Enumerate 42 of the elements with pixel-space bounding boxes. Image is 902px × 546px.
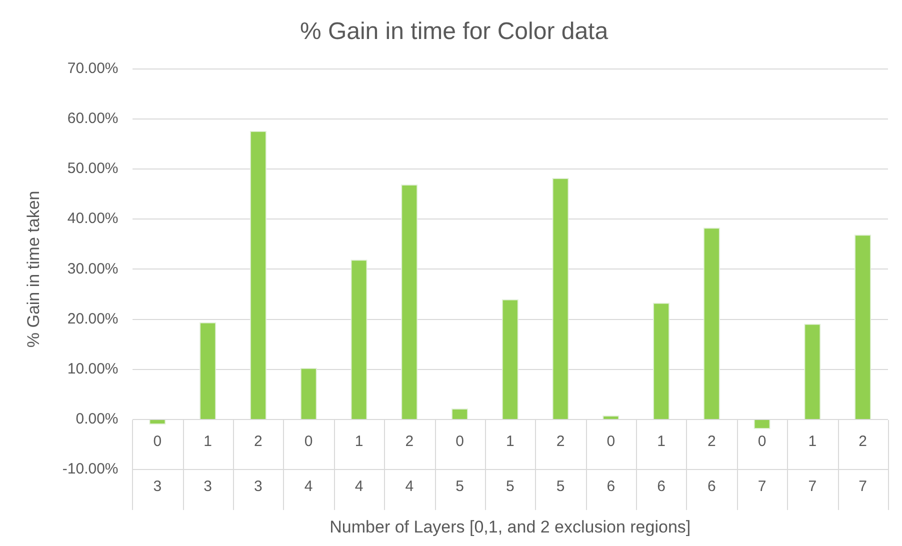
category-label: 1 [354, 433, 364, 450]
chart-title: % Gain in time for Color data [300, 18, 609, 46]
category-label: 5 [506, 478, 514, 496]
category-label: 4 [354, 478, 364, 496]
y-tick-label: 40.00% [67, 210, 118, 228]
category-label: 0 [606, 433, 616, 450]
category-label: 2 [707, 433, 716, 450]
category-label: 7 [758, 478, 766, 496]
category-label: 0 [456, 433, 464, 450]
category-label: 0 [153, 433, 162, 450]
category-label: 2 [405, 433, 414, 450]
category-label: 1 [506, 433, 514, 450]
category-label: 0 [758, 433, 766, 450]
category-label: 5 [556, 478, 565, 496]
category-label: 1 [657, 433, 666, 450]
category-label: 6 [707, 478, 716, 496]
y-tick-label: 60.00% [67, 110, 118, 128]
y-tick-label: 20.00% [67, 310, 118, 328]
category-label: 3 [254, 478, 262, 496]
category-label: 7 [808, 478, 817, 496]
category-label: 4 [304, 478, 313, 496]
category-label: 5 [456, 478, 464, 496]
category-label: 6 [657, 478, 666, 496]
category-label: 2 [254, 433, 262, 450]
category-label: 4 [405, 478, 414, 496]
y-tick-label: 0.00% [76, 410, 118, 428]
category-label: 2 [556, 433, 565, 450]
y-tick-label: 10.00% [67, 360, 118, 378]
x-axis-title: Number of Layers [0,1, and 2 exclusion regions] [330, 517, 691, 536]
category-label: 1 [204, 433, 212, 450]
category-label: 0 [304, 433, 313, 450]
y-tick-label: 70.00% [67, 60, 118, 77]
y-tick-label: 30.00% [67, 260, 118, 278]
y-tick-label: 50.00% [67, 160, 118, 178]
category-label: 6 [606, 478, 616, 496]
category-label: 1 [808, 433, 817, 450]
category-label: 3 [204, 478, 212, 496]
category-label: 3 [153, 478, 162, 496]
category-label: 7 [858, 478, 867, 496]
y-tick-label: -10.00% [62, 460, 118, 478]
y-axis-title: % Gain in time taken [24, 190, 43, 348]
category-label: 2 [858, 433, 867, 450]
